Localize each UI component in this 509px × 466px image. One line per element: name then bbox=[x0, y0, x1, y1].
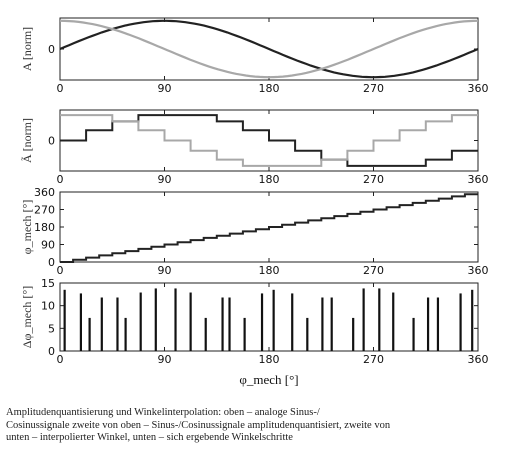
x-tick-label: 180 bbox=[259, 353, 280, 366]
x-tick-label: 360 bbox=[468, 173, 489, 186]
x-tick-label: 360 bbox=[468, 353, 489, 366]
y-tick-label: 90 bbox=[41, 239, 55, 252]
x-tick-label: 270 bbox=[363, 353, 384, 366]
x-tick-label: 90 bbox=[158, 264, 172, 277]
series-line-1 bbox=[59, 19, 479, 79]
caption-line-1: Amplitudenquantisierung und Winkelinterp… bbox=[6, 407, 320, 418]
x-tick-label: 180 bbox=[259, 173, 280, 186]
series-line-2 bbox=[60, 114, 478, 167]
y-tick-label: 10 bbox=[41, 300, 55, 313]
x-tick-label: 0 bbox=[57, 82, 64, 95]
x-tick-label: 90 bbox=[158, 173, 172, 186]
x-tick-label: 270 bbox=[363, 173, 384, 186]
panel-3-ylabel: φ_mech [°] bbox=[20, 200, 34, 255]
x-tick-label: 180 bbox=[259, 82, 280, 95]
chart-panel-4: 0 90 180 270 360 0 5 10 15 Δφ_mech [°] φ_mech [°] bbox=[20, 277, 489, 387]
panel-2-ylabel: Ã [norm] bbox=[20, 118, 34, 163]
x-tick-label: 360 bbox=[468, 264, 489, 277]
figure-caption: Amplitudenquantisierung und Winkelinterp… bbox=[6, 407, 506, 445]
series-line-1 bbox=[60, 114, 478, 167]
series-line-2 bbox=[59, 19, 479, 79]
series-line-1 bbox=[60, 193, 478, 263]
caption-line-2: Cosinussignale zweite von oben – Sinus-/… bbox=[6, 419, 391, 431]
chart-panel-1: 0 90 180 270 360 0 A [norm] bbox=[20, 17, 489, 95]
x-axis-label: φ_mech [°] bbox=[239, 372, 298, 387]
chart-panel-2: 0 90 180 270 360 0 Ã [norm] bbox=[20, 109, 489, 186]
y-tick-label: 0 bbox=[48, 43, 55, 56]
panel-1-ylabel: A [norm] bbox=[20, 27, 34, 71]
x-tick-label: 0 bbox=[57, 264, 64, 277]
caption-line-3: unten – interpolierter Winkel, unten – s… bbox=[6, 432, 293, 443]
y-tick-label: 180 bbox=[34, 221, 55, 234]
y-tick-label: 0 bbox=[48, 135, 55, 148]
x-tick-label: 360 bbox=[468, 82, 489, 95]
y-tick-label: 0 bbox=[48, 256, 55, 269]
x-tick-label: 180 bbox=[259, 264, 280, 277]
x-tick-label: 270 bbox=[363, 264, 384, 277]
y-tick-label: 5 bbox=[48, 322, 55, 335]
x-tick-label: 270 bbox=[363, 82, 384, 95]
x-tick-label: 0 bbox=[57, 353, 64, 366]
plot-frame bbox=[59, 282, 479, 352]
panel-4-ylabel: Δφ_mech [°] bbox=[20, 286, 34, 348]
x-tick-label: 90 bbox=[158, 82, 172, 95]
x-tick-label: 0 bbox=[57, 173, 64, 186]
y-tick-label: 15 bbox=[41, 277, 55, 290]
y-tick-label: 360 bbox=[34, 186, 55, 199]
x-tick-label: 90 bbox=[158, 353, 172, 366]
y-tick-label: 0 bbox=[48, 345, 55, 358]
y-tick-label: 270 bbox=[34, 204, 55, 217]
